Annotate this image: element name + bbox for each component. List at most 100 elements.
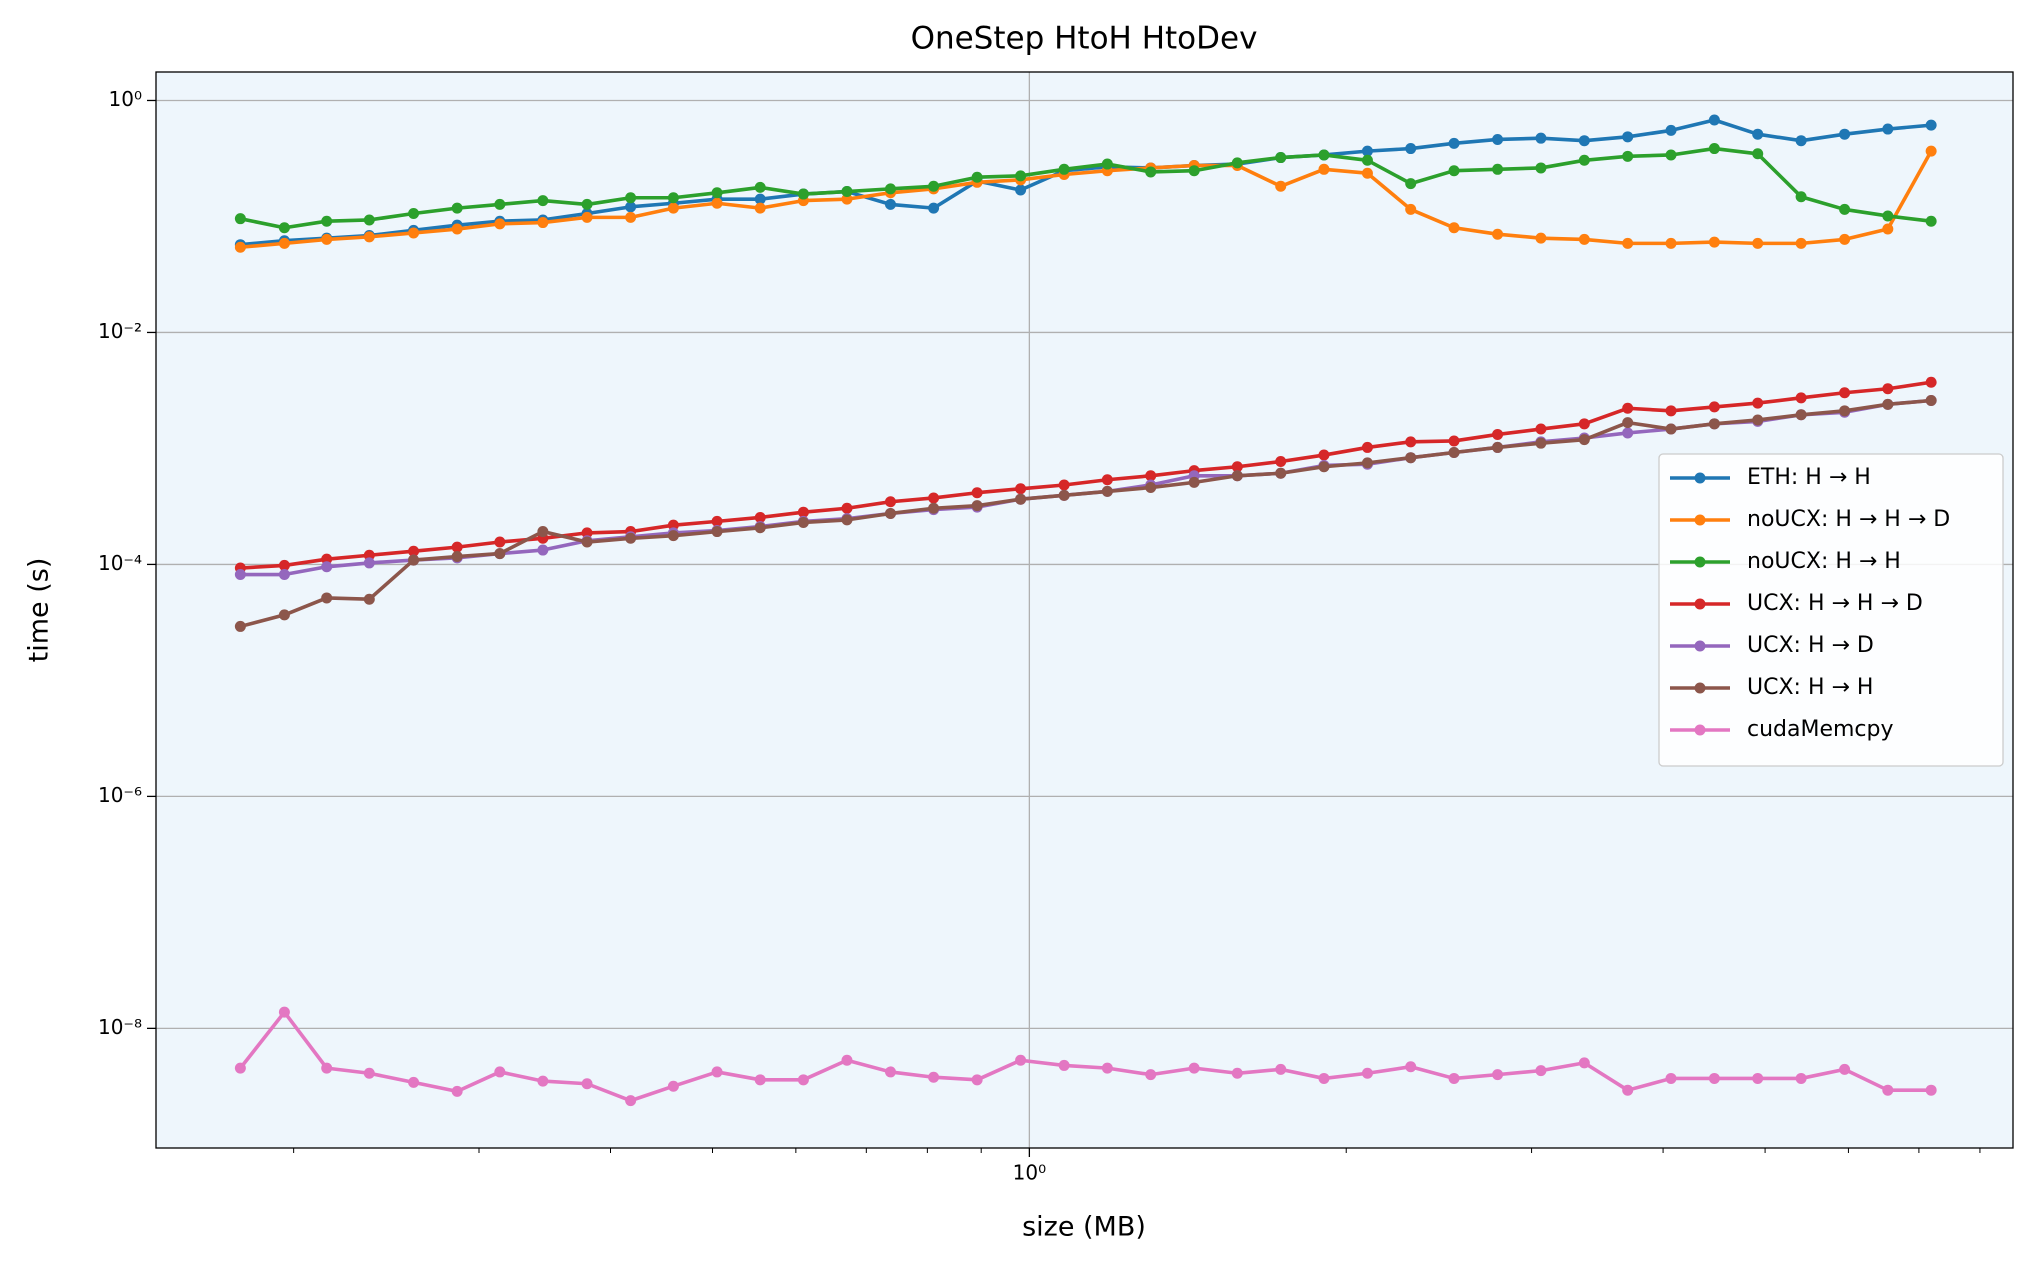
data-point: [234, 569, 246, 581]
legend: ETH: H → H noUCX: H → H → D noUCX: H → H UC…: [1658, 453, 2004, 767]
data-point: [581, 198, 593, 210]
data-point: [1882, 398, 1894, 410]
data-point: [1578, 434, 1590, 446]
data-point: [1188, 165, 1200, 177]
data-point: [1795, 1072, 1807, 1084]
x-tick-label: 10⁰: [1013, 1161, 1046, 1185]
data-point: [363, 231, 375, 243]
series-line: [238, 1010, 1932, 1103]
data-point: [1275, 456, 1287, 468]
data-point: [1882, 123, 1894, 135]
data-point: [667, 530, 679, 542]
data-point: [1275, 180, 1287, 192]
data-point: [363, 214, 375, 226]
legend-label: cudaMemcpy: [1747, 717, 1894, 742]
data-point: [711, 187, 723, 199]
data-point: [884, 1066, 896, 1078]
data-point: [1492, 428, 1504, 440]
data-point: [1405, 178, 1417, 190]
y-tick-label: 10⁻⁸: [98, 1015, 142, 1039]
data-point: [1361, 441, 1373, 453]
data-point: [754, 1074, 766, 1086]
data-point: [363, 1067, 375, 1079]
data-point: [1492, 1069, 1504, 1081]
data-point: [971, 487, 983, 499]
data-point: [1231, 470, 1243, 482]
data-point: [841, 1054, 853, 1066]
data-point: [1665, 124, 1677, 136]
data-point: [1882, 223, 1894, 235]
data-point: [408, 208, 420, 220]
data-point: [1145, 482, 1157, 494]
data-point: [1622, 150, 1634, 162]
data-point: [1058, 479, 1070, 491]
data-point: [408, 545, 420, 557]
data-point: [1622, 1084, 1634, 1096]
data-point: [234, 213, 246, 225]
data-point: [711, 197, 723, 209]
data-point: [841, 502, 853, 514]
data-point: [1578, 233, 1590, 245]
data-point: [451, 223, 463, 235]
data-point: [971, 500, 983, 512]
data-point: [1578, 135, 1590, 147]
data-point: [1795, 409, 1807, 421]
data-point: [1145, 1069, 1157, 1081]
data-point: [1101, 485, 1113, 497]
data-point: [1231, 1067, 1243, 1079]
ticks: 10⁰ 10⁰ 10⁻² 10⁻⁴ 10⁻⁶ 10⁻⁸: [98, 87, 1981, 1185]
series-line: [239, 398, 1932, 629]
data-point: [1015, 170, 1027, 182]
x-axis-label: size (MB): [1022, 1212, 1146, 1243]
data-point: [1839, 203, 1851, 215]
data-point: [754, 193, 766, 205]
data-point: [1665, 237, 1677, 249]
data-point: [1101, 474, 1113, 486]
data-point: [1145, 470, 1157, 482]
data-point: [1752, 128, 1764, 140]
data-point: [711, 515, 723, 527]
data-point: [581, 527, 593, 539]
data-point: [451, 551, 463, 563]
series-line: [240, 146, 1932, 230]
data-point: [1708, 236, 1720, 248]
data-point: [625, 211, 637, 223]
series-line: [240, 118, 1932, 247]
data-point: [1058, 489, 1070, 501]
data-point: [581, 1078, 593, 1090]
data-point: [1361, 167, 1373, 179]
data-point: [1622, 427, 1634, 439]
data-point: [754, 511, 766, 523]
data-point: [797, 516, 809, 528]
data-point: [321, 561, 333, 573]
data-point: [625, 201, 637, 213]
data-point: [667, 1080, 679, 1092]
data-point: [797, 188, 809, 200]
data-point: [1448, 447, 1460, 459]
data-point: [494, 218, 506, 230]
legend-label: noUCX: H → H: [1747, 549, 1901, 574]
data-point: [1535, 132, 1547, 144]
data-point: [1708, 114, 1720, 126]
data-point: [408, 227, 420, 239]
data-point: [667, 192, 679, 204]
data-point: [1448, 222, 1460, 234]
data-point: [451, 202, 463, 214]
data-point: [1492, 228, 1504, 240]
data-point: [1622, 237, 1634, 249]
data-point: [1361, 457, 1373, 469]
data-point: [1795, 135, 1807, 147]
data-point: [1839, 233, 1851, 245]
data-point: [321, 233, 333, 245]
data-point: [1535, 162, 1547, 174]
y-tick-label: 10⁻⁶: [98, 783, 142, 807]
data-point: [1318, 1072, 1330, 1084]
data-point: [1795, 191, 1807, 203]
data-point: [1665, 405, 1677, 417]
data-point: [1535, 232, 1547, 244]
data-point: [884, 183, 896, 195]
data-point: [321, 592, 333, 604]
data-point: [711, 1066, 723, 1078]
